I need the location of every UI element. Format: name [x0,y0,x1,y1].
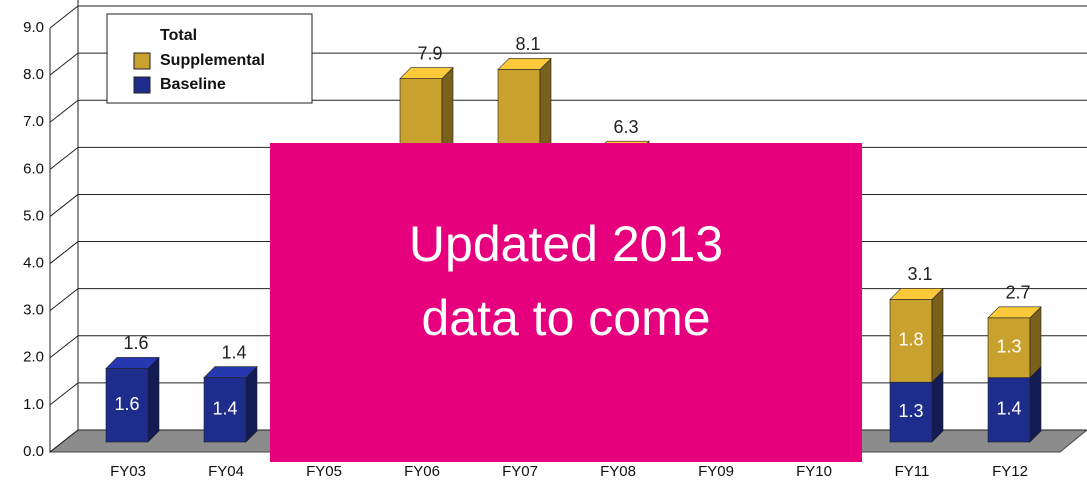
x-tick-label: FY11 [895,463,930,480]
y-tick-label: 9.0 [23,19,44,36]
legend-label: Supplemental [160,52,265,69]
bar-top [987,306,1042,319]
value-label: 1.4 [212,399,237,419]
x-tick-label: FY03 [110,463,146,480]
value-label: 1.6 [114,394,139,414]
y-tick-label: 5.0 [23,207,44,224]
bar-side [147,356,160,443]
bar-top [497,58,552,70]
bar-side [1029,365,1042,443]
bar-segment [987,377,1031,443]
total-label: 1.6 [123,333,148,353]
total-label: 7.9 [417,43,442,63]
y-tick-label: 3.0 [23,302,44,319]
legend-swatch [133,52,151,70]
x-tick-label: FY05 [306,463,342,480]
bar-top [203,366,258,378]
total-label: 1.4 [221,342,246,362]
x-tick-label: FY06 [404,463,440,480]
legend-swatch [133,76,151,94]
y-tick-label: 2.0 [23,349,44,366]
legend-label: Baseline [160,76,226,93]
bar-top [889,288,944,300]
tick-mark [49,241,79,264]
tick-mark [49,194,79,217]
tick-mark [49,146,79,170]
bar-side [245,365,258,443]
tick-mark [49,335,79,359]
tick-mark [49,288,79,312]
overlay [270,143,862,462]
total-label: 3.1 [907,264,932,284]
bar-top [399,67,454,79]
y-tick-label: 4.0 [23,255,44,272]
tick-mark [49,99,79,123]
total-label: 6.3 [613,117,638,137]
x-tick-label: FY04 [208,463,244,480]
bar-side [931,287,944,383]
bar-segment [987,317,1031,378]
tick-mark [49,429,79,453]
y-tick-label: 7.0 [23,113,44,130]
bar-side [931,370,944,443]
legend-title: Total [160,27,197,44]
bar-top [105,357,160,369]
value-label: 1.3 [898,401,923,421]
x-tick-label: FY09 [698,463,734,480]
tick-mark [49,382,79,406]
bar-segment [889,381,933,443]
bar-segment [105,368,149,443]
x-tick-label: FY12 [992,463,1028,480]
bar-segment [889,299,933,383]
y-tick-label: 6.0 [23,160,44,177]
annotation: Updated 2013 [409,216,723,272]
x-tick-label: FY10 [796,463,832,480]
y-tick-label: 8.0 [23,66,44,83]
total-label: 8.1 [515,34,540,54]
tick-mark [49,52,79,76]
x-tick-label: FY07 [502,463,538,480]
value-label: 1.3 [996,336,1021,356]
y-tick-label: 1.0 [23,396,44,413]
value-label: 1.4 [996,399,1021,419]
tick-mark [49,5,79,29]
y-tick-label: 0.0 [23,443,44,460]
bar-side [1029,306,1042,379]
x-tick-label: FY08 [600,463,636,480]
value-label: 1.8 [898,330,923,350]
total-label: 2.7 [1005,283,1030,303]
annotation: data to come [421,290,710,346]
